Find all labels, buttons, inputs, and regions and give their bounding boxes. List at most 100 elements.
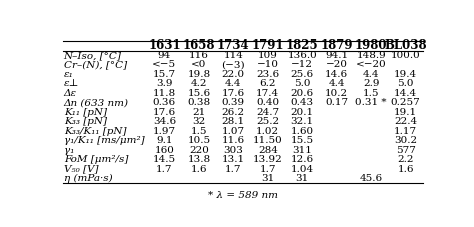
Text: 17.6: 17.6 (222, 89, 245, 98)
Text: 31: 31 (296, 174, 309, 183)
Text: 13.92: 13.92 (253, 155, 283, 164)
Text: 9.1: 9.1 (156, 136, 173, 145)
Text: ε⊥: ε⊥ (64, 79, 79, 88)
Text: 13.8: 13.8 (187, 155, 210, 164)
Text: 14.5: 14.5 (153, 155, 176, 164)
Text: 1.60: 1.60 (291, 127, 314, 136)
Text: 0.40: 0.40 (256, 98, 279, 107)
Text: 160: 160 (155, 146, 174, 155)
Text: 4.4: 4.4 (225, 79, 242, 88)
Text: 1.7: 1.7 (225, 165, 242, 174)
Text: 1734: 1734 (217, 39, 250, 52)
Text: 4.4: 4.4 (363, 70, 380, 79)
Text: 1.5: 1.5 (191, 127, 207, 136)
Text: <0: <0 (191, 60, 207, 69)
Text: 21: 21 (192, 108, 206, 117)
Text: 1.5: 1.5 (363, 89, 380, 98)
Text: 14.4: 14.4 (394, 89, 417, 98)
Text: 31: 31 (261, 174, 274, 183)
Text: 1.97: 1.97 (153, 127, 176, 136)
Text: 1.07: 1.07 (222, 127, 245, 136)
Text: 25.6: 25.6 (291, 70, 314, 79)
Text: 11.50: 11.50 (253, 136, 283, 145)
Text: 4.4: 4.4 (328, 79, 345, 88)
Text: γ₁/K₁₁ [ms/μm²]: γ₁/K₁₁ [ms/μm²] (64, 136, 144, 145)
Text: 94: 94 (158, 51, 171, 60)
Text: <−20: <−20 (356, 60, 387, 69)
Text: 116: 116 (189, 51, 209, 60)
Text: η (mPa·s): η (mPa·s) (64, 174, 112, 183)
Text: 1879: 1879 (320, 39, 353, 52)
Text: 0.31 *: 0.31 * (356, 98, 387, 107)
Text: 148.9: 148.9 (356, 51, 386, 60)
Text: 1.7: 1.7 (260, 165, 276, 174)
Text: 14.6: 14.6 (325, 70, 348, 79)
Text: 15.6: 15.6 (187, 89, 210, 98)
Text: 114: 114 (223, 51, 243, 60)
Text: 19.1: 19.1 (394, 108, 417, 117)
Text: 0.36: 0.36 (153, 98, 176, 107)
Text: 19.4: 19.4 (394, 70, 417, 79)
Text: 1791: 1791 (252, 39, 284, 52)
Text: 5.0: 5.0 (397, 79, 414, 88)
Text: 0.38: 0.38 (187, 98, 210, 107)
Text: 17.6: 17.6 (153, 108, 176, 117)
Text: 32.1: 32.1 (291, 117, 314, 126)
Text: 284: 284 (258, 146, 278, 155)
Text: 2.9: 2.9 (363, 79, 380, 88)
Text: 15.7: 15.7 (153, 70, 176, 79)
Text: 12.6: 12.6 (291, 155, 314, 164)
Text: 30.2: 30.2 (394, 136, 417, 145)
Text: 1980: 1980 (355, 39, 387, 52)
Text: 1.6: 1.6 (191, 165, 207, 174)
Text: 0.257: 0.257 (391, 98, 420, 107)
Text: −12: −12 (292, 60, 313, 69)
Text: Δn (633 nm): Δn (633 nm) (64, 98, 128, 107)
Text: 136.0: 136.0 (287, 51, 317, 60)
Text: −20: −20 (326, 60, 348, 69)
Text: 15.5: 15.5 (291, 136, 314, 145)
Text: −10: −10 (257, 60, 279, 69)
Text: 3.9: 3.9 (156, 79, 173, 88)
Text: 22.0: 22.0 (222, 70, 245, 79)
Text: 45.6: 45.6 (360, 174, 383, 183)
Text: 4.2: 4.2 (191, 79, 207, 88)
Text: 100.0: 100.0 (391, 51, 420, 60)
Text: ε₁: ε₁ (64, 70, 73, 79)
Text: <−5: <−5 (152, 60, 176, 69)
Text: 10.2: 10.2 (325, 89, 348, 98)
Text: 11.8: 11.8 (153, 89, 176, 98)
Text: Δε: Δε (64, 89, 77, 98)
Text: 1631: 1631 (148, 39, 181, 52)
Text: 109: 109 (258, 51, 278, 60)
Text: 220: 220 (189, 146, 209, 155)
Text: 311: 311 (292, 146, 312, 155)
Text: K₃₃/K₁₁ [pN]: K₃₃/K₁₁ [pN] (64, 127, 126, 136)
Text: V₅₀ [V]: V₅₀ [V] (64, 165, 98, 174)
Text: 34.6: 34.6 (153, 117, 176, 126)
Text: 23.6: 23.6 (256, 70, 279, 79)
Text: 10.5: 10.5 (187, 136, 210, 145)
Text: * λ = 589 nm: * λ = 589 nm (208, 191, 278, 200)
Text: 32: 32 (192, 117, 206, 126)
Text: 0.17: 0.17 (325, 98, 348, 107)
Text: N–Iso, [°C]: N–Iso, [°C] (64, 51, 121, 60)
Text: 25.2: 25.2 (256, 117, 279, 126)
Text: γ₁: γ₁ (64, 146, 74, 155)
Text: 1.04: 1.04 (291, 165, 314, 174)
Text: 1658: 1658 (182, 39, 215, 52)
Text: FoM [μm²/s]: FoM [μm²/s] (64, 155, 128, 164)
Text: 1.02: 1.02 (256, 127, 279, 136)
Text: K₃₃ [pN]: K₃₃ [pN] (64, 117, 107, 126)
Text: 22.4: 22.4 (394, 117, 417, 126)
Text: K₁₁ [pN]: K₁₁ [pN] (64, 108, 107, 117)
Text: 17.4: 17.4 (256, 89, 279, 98)
Text: 1825: 1825 (286, 39, 319, 52)
Text: 94.1: 94.1 (325, 51, 348, 60)
Text: 577: 577 (396, 146, 416, 155)
Text: 6.2: 6.2 (260, 79, 276, 88)
Text: (−3): (−3) (221, 60, 245, 69)
Text: 20.6: 20.6 (291, 89, 314, 98)
Text: 28.1: 28.1 (222, 117, 245, 126)
Text: 19.8: 19.8 (187, 70, 210, 79)
